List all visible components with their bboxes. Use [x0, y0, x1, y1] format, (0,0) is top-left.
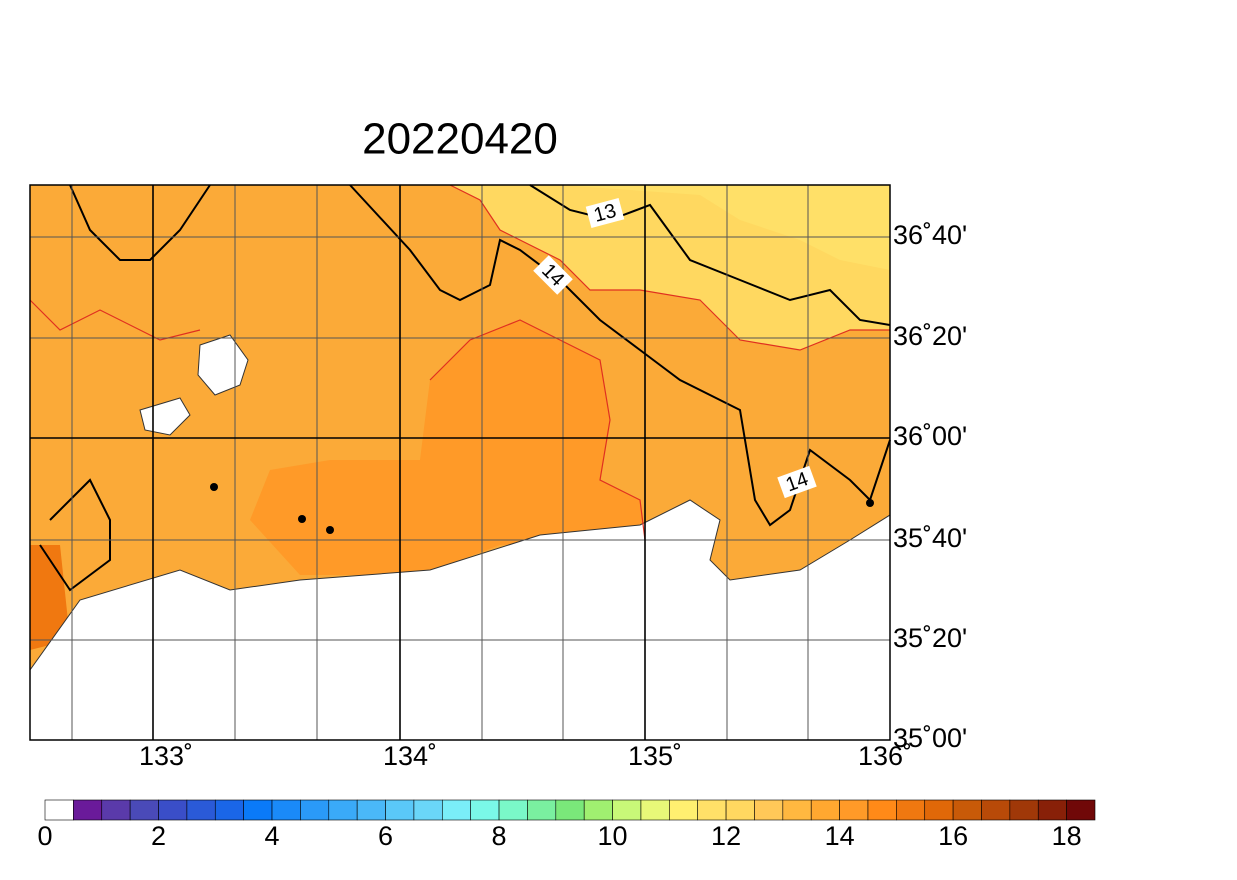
- colorbar-box: [300, 799, 330, 821]
- colorbar-box: [583, 799, 613, 821]
- colorbar-box: [73, 799, 103, 821]
- colorbar-label: 2: [151, 821, 166, 851]
- colorbar-box: [527, 799, 557, 821]
- colorbar-box: [186, 799, 216, 821]
- colorbar: 0 2 4 6 8 10 12 14 16 18: [37, 799, 1096, 851]
- minor-grid: [30, 185, 890, 740]
- lon-label: 135˚: [628, 741, 682, 771]
- colorbar-label: 12: [711, 821, 741, 851]
- lat-label: 35˚40': [893, 523, 967, 553]
- contour-label: 14: [777, 465, 817, 499]
- colorbar-label: 16: [938, 821, 968, 851]
- colorbar-box: [754, 799, 784, 821]
- colorbar-box: [810, 799, 840, 821]
- colorbar-box: [470, 799, 500, 821]
- lat-label: 36˚40': [893, 220, 967, 250]
- colorbar-box: [271, 799, 301, 821]
- colorbar-box: [214, 799, 244, 821]
- contour-line: [429, 319, 646, 541]
- lat-label: 35˚20': [893, 623, 967, 653]
- colorbar-box: [385, 799, 415, 821]
- field-west: [30, 545, 70, 650]
- lat-label: 36˚00': [893, 421, 967, 451]
- city-dots: [210, 483, 874, 534]
- contour-line: [69, 184, 211, 261]
- colorbar-box: [129, 799, 159, 821]
- colorbar-box: [725, 799, 755, 821]
- colorbar-box: [612, 799, 642, 821]
- major-grid: [30, 185, 890, 740]
- colorbar-box: [782, 799, 812, 821]
- colorbar-label: 14: [825, 821, 855, 851]
- colorbar-box: [328, 799, 358, 821]
- map-field: [29, 184, 891, 741]
- lon-label: 133˚: [139, 741, 193, 771]
- lat-label: 36˚20': [893, 321, 967, 351]
- colorbar-box: [555, 799, 585, 821]
- contour-line: [29, 299, 201, 341]
- sea: [29, 499, 891, 741]
- lon-label: 136˚: [858, 741, 912, 771]
- colorbar-label: 6: [378, 821, 393, 851]
- lon-label: 134˚: [383, 741, 437, 771]
- contour-line: [449, 184, 890, 351]
- contour-label-box: [777, 465, 817, 499]
- map-frame: [29, 184, 891, 741]
- colorbar-box: [101, 799, 131, 821]
- contour-line: [349, 184, 891, 527]
- map-title: 20220420: [362, 115, 558, 164]
- contour-label-box: [585, 197, 625, 229]
- colorbar-box: [896, 799, 926, 821]
- colorbar-box: [413, 799, 443, 821]
- colorbar-label: 18: [1052, 821, 1082, 851]
- colorbar-box: [356, 799, 386, 821]
- colorbar-box: [952, 799, 982, 821]
- colorbar-box: [498, 799, 528, 821]
- colorbar-box: [839, 799, 869, 821]
- contour-label-box: [533, 255, 573, 295]
- colorbar-box: [981, 799, 1011, 821]
- contour-label: 13: [585, 197, 625, 229]
- colorbar-box: [441, 799, 471, 821]
- axis-labels: 36˚40' 36˚20' 36˚00' 35˚40' 35˚20' 35˚00' 133˚…: [139, 220, 967, 771]
- colorbar-box: [1066, 799, 1096, 821]
- colorbar-label: 8: [492, 821, 507, 851]
- colorbar-box: [669, 799, 699, 821]
- field-dark: [250, 320, 645, 575]
- colorbar-label: 4: [265, 821, 280, 851]
- colorbar-box: [697, 799, 727, 821]
- colorbar-label: 0: [37, 821, 52, 851]
- colorbar-box: [158, 799, 188, 821]
- colorbar-box: [243, 799, 273, 821]
- colorbar-box: [640, 799, 670, 821]
- colorbar-box: [1037, 799, 1067, 821]
- colorbar-label: 10: [598, 821, 628, 851]
- colorbar-box: [924, 799, 954, 821]
- lat-label: 35˚00': [893, 723, 967, 753]
- colorbar-box: [1009, 799, 1039, 821]
- colorbar-box: [867, 799, 897, 821]
- colorbar-box: [44, 799, 74, 821]
